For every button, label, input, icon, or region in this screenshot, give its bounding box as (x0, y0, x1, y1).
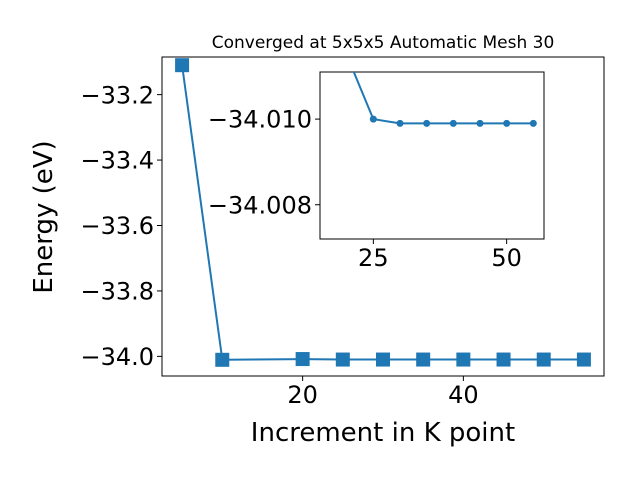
x-tick-label: 40 (448, 381, 479, 409)
data-point (175, 58, 190, 73)
main-x-ticks: 20 40 (287, 376, 479, 409)
data-point (529, 119, 537, 127)
data-point (456, 352, 471, 367)
inset-x-ticks: 25 50 (358, 239, 522, 272)
inset-plot-frame (319, 71, 545, 240)
data-point (295, 352, 310, 367)
x-tick-label: 25 (358, 244, 389, 272)
data-point (416, 352, 431, 367)
chart-title: Converged at 5x5x5 Automatic Mesh 30 (212, 33, 555, 53)
y-tick-label: −34.0 (80, 343, 154, 371)
data-point (503, 119, 511, 127)
x-tick-label: 50 (491, 244, 522, 272)
y-tick-label: −33.6 (80, 212, 154, 240)
y-axis-label: Energy (eV) (29, 140, 59, 293)
x-axis-label: Increment in K point (251, 418, 515, 448)
y-tick-label: −33.8 (80, 278, 154, 306)
data-point (576, 352, 591, 367)
data-point (376, 352, 390, 367)
main-plot-frame (161, 56, 605, 377)
main-series (175, 58, 591, 367)
y-tick-label: −33.4 (80, 147, 154, 175)
data-point (423, 119, 431, 127)
y-tick-label: −34.010 (208, 106, 312, 134)
series-line (181, 65, 584, 361)
data-point (536, 352, 551, 367)
y-tick-label: −34.008 (208, 191, 312, 219)
data-point (396, 119, 404, 127)
data-point (449, 119, 457, 127)
y-tick-label: −33.2 (80, 81, 154, 109)
data-point (369, 115, 377, 123)
data-point (496, 352, 511, 367)
data-point (335, 352, 350, 367)
inset-series (352, 72, 537, 127)
data-point (476, 119, 484, 127)
series-line (352, 72, 534, 125)
inset-y-ticks: −34.010 −34.008 (208, 106, 320, 219)
main-y-ticks: −33.2 −33.4 −33.6 −33.8 −34.0 (80, 81, 162, 371)
inset-plot: −34.010 −34.008 25 50 (208, 71, 545, 272)
main-plot: −33.2−33.4−33.6−33.8−34.0 20 40 (80, 56, 605, 409)
data-point (215, 352, 230, 367)
x-tick-label: 20 (287, 381, 318, 409)
